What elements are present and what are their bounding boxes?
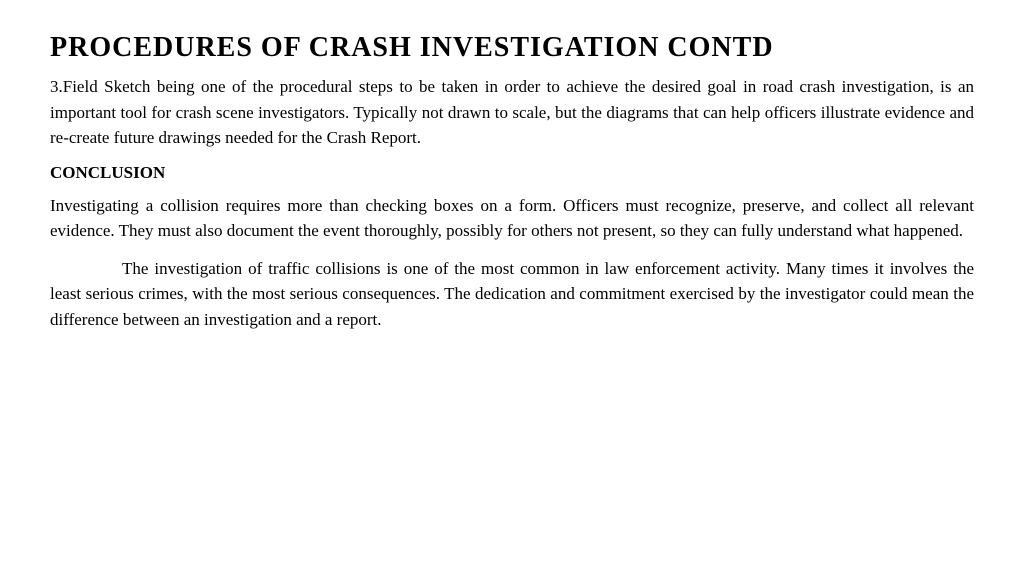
paragraph-conclusion-2: The investigation of traffic collisions … (50, 256, 974, 333)
conclusion-heading: CONCLUSION (50, 163, 974, 183)
paragraph-conclusion-1: Investigating a collision requires more … (50, 193, 974, 244)
document-title: PROCEDURES OF CRASH INVESTIGATION CONTD (50, 32, 974, 64)
paragraph-field-sketch: 3.Field Sketch being one of the procedur… (50, 74, 974, 151)
